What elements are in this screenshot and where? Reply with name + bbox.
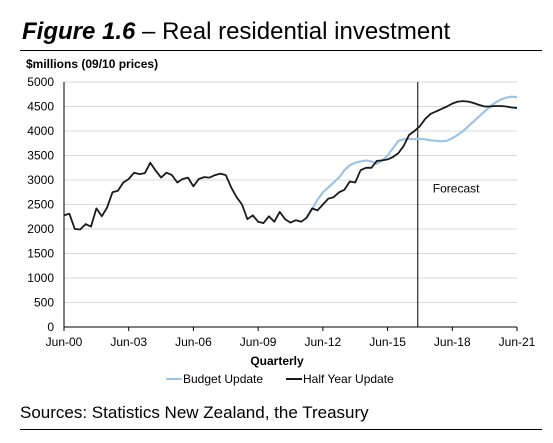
y-tick-label: 2000 xyxy=(27,222,54,236)
x-tick-label: Jun-12 xyxy=(305,335,342,349)
y-tick-label: 1000 xyxy=(27,271,54,285)
forecast-marker: Forecast xyxy=(417,82,480,327)
y-tick-label: 1500 xyxy=(27,247,54,261)
chart-title: Figure 1.6 – Real residential investment xyxy=(22,18,450,46)
x-tick-label: Jun-21 xyxy=(499,335,536,349)
gridlines xyxy=(64,81,517,303)
x-tick-label: Jun-15 xyxy=(369,335,406,349)
x-tick-label: Jun-00 xyxy=(46,335,83,349)
y-tick-label: 5000 xyxy=(27,75,54,89)
y-tick-label: 3500 xyxy=(27,149,54,163)
series-line-half-year-update xyxy=(63,100,518,231)
y-tick-label: 4000 xyxy=(27,124,54,138)
y-tick-label: 500 xyxy=(34,296,54,310)
y-tick-label: 3000 xyxy=(27,173,54,187)
y-tick-label: 0 xyxy=(47,320,54,334)
x-tick-label: Jun-06 xyxy=(175,335,212,349)
figure-label: Figure 1.6 xyxy=(22,18,136,45)
y-tick-label: 4500 xyxy=(27,100,54,114)
x-tick-label: Jun-03 xyxy=(110,335,147,349)
sources-note: Sources: Statistics New Zealand, the Tre… xyxy=(20,403,369,422)
x-tick-labels: Jun-00 Jun-03 Jun-06 Jun-09 Jun-12 Jun-15 Jun-… xyxy=(46,327,536,349)
x-tick-label: Jun-18 xyxy=(434,335,471,349)
figure-title: – Real residential investment xyxy=(142,18,451,45)
x-tick-label: Jun-09 xyxy=(240,335,277,349)
legend: Budget Update Half Year Update xyxy=(166,372,394,386)
y-tick-labels: 0 500 1000 1500 2000 2500 3000 3500 4000 4500 5000 xyxy=(27,75,54,334)
series-lines xyxy=(63,95,518,231)
chart-area: $millions (09/10 prices) 0 500 1000 1500 200… xyxy=(26,57,536,386)
y-tick-label: 2500 xyxy=(27,198,54,212)
series-line-budget-update xyxy=(305,95,518,218)
legend-label: Budget Update xyxy=(183,372,263,386)
title-rule xyxy=(20,50,542,51)
axes xyxy=(63,82,517,328)
x-axis-label: Quarterly xyxy=(250,354,304,368)
bottom-rule xyxy=(20,429,542,430)
y-axis-label: $millions (09/10 prices) xyxy=(26,57,158,71)
legend-label: Half Year Update xyxy=(303,372,394,386)
forecast-label: Forecast xyxy=(433,181,480,195)
